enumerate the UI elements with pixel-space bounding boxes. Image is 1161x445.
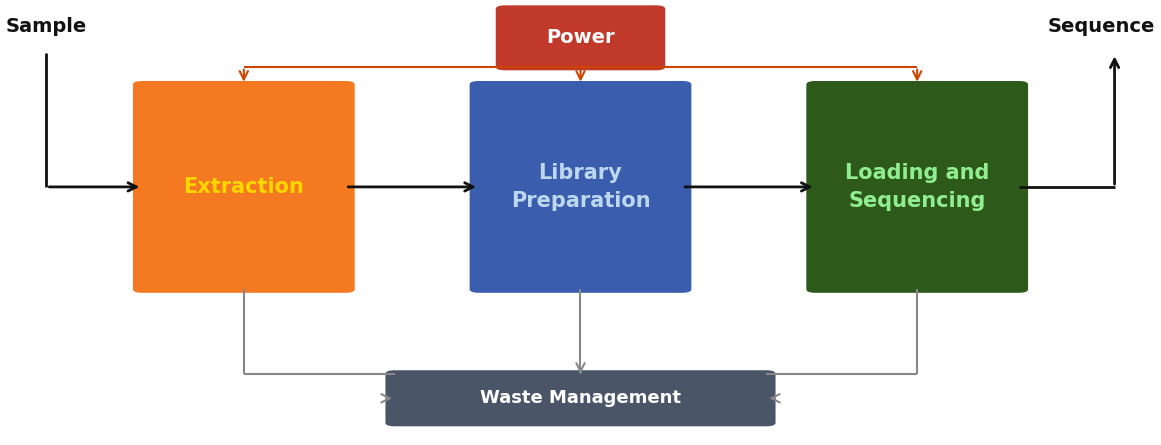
FancyBboxPatch shape [496, 5, 665, 70]
FancyBboxPatch shape [385, 370, 776, 426]
FancyBboxPatch shape [469, 81, 691, 293]
Text: Waste Management: Waste Management [479, 389, 682, 407]
Text: Power: Power [546, 28, 615, 47]
Text: Loading and
Sequencing: Loading and Sequencing [845, 163, 989, 211]
Text: Sample: Sample [6, 17, 87, 36]
FancyBboxPatch shape [806, 81, 1027, 293]
Text: Library
Preparation: Library Preparation [511, 163, 650, 211]
Text: Extraction: Extraction [183, 177, 304, 197]
FancyBboxPatch shape [132, 81, 354, 293]
Text: Sequence: Sequence [1048, 17, 1155, 36]
